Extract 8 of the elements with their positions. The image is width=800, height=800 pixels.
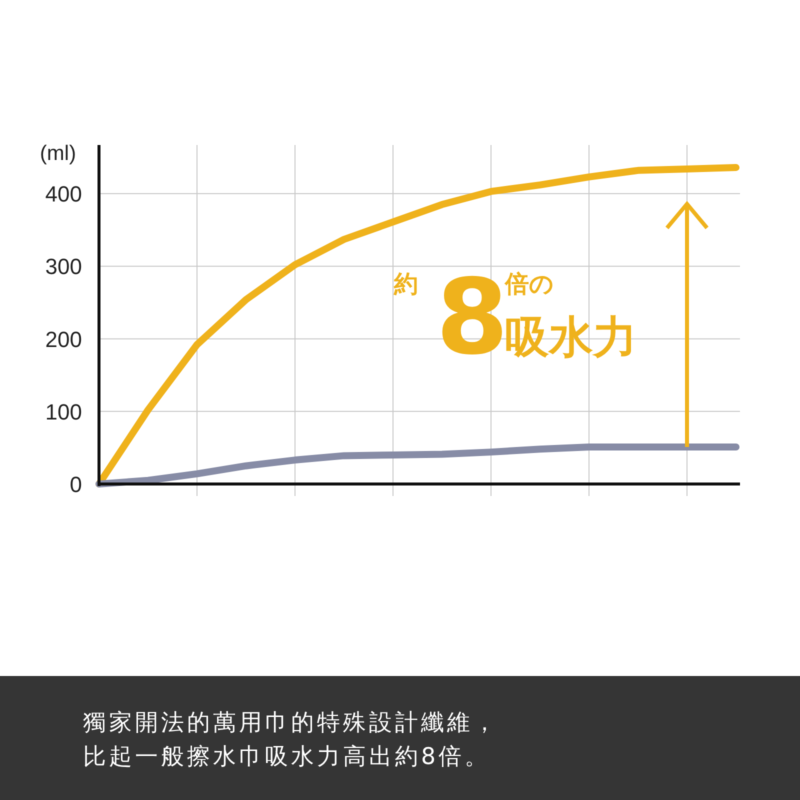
y-axis-title: (ml): [40, 142, 76, 165]
y-tick-label: 300: [45, 254, 82, 280]
y-tick-label: 200: [45, 326, 82, 352]
y-tick-label: 400: [45, 182, 82, 207]
text: 獨家開法的萬用巾的特殊設計纖維，: [83, 710, 499, 736]
y-tick-label: 100: [45, 399, 82, 424]
text: 比起一般擦水巾吸水力高出約8倍。: [83, 744, 491, 770]
y-tick-label: 0: [70, 472, 82, 497]
